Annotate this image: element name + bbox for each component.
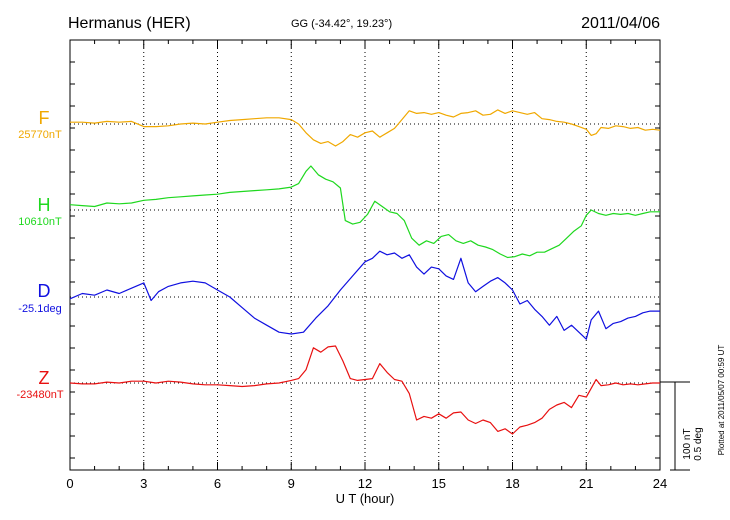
series-line-z <box>69 345 660 435</box>
x-tick-label: 18 <box>505 476 519 491</box>
plot-date: 2011/04/06 <box>581 15 660 32</box>
station-title: Hermanus (HER) <box>68 15 191 32</box>
grid-lines <box>70 40 660 470</box>
series-baseline-f: 25770nT <box>18 129 62 141</box>
x-tick-label: 24 <box>653 476 667 491</box>
x-axis-title: U T (hour) <box>336 491 395 506</box>
x-tick-label: 12 <box>358 476 372 491</box>
plotted-timestamp: Plotted at 2011/05/07 00:59 UT <box>717 345 726 456</box>
series-lines <box>69 109 661 435</box>
series-baseline-h: 10610nT <box>18 216 62 228</box>
series-line-f <box>70 109 661 147</box>
series-line-h <box>69 165 660 259</box>
x-tick-label: 0 <box>66 476 73 491</box>
series-baseline-z: -23480nT <box>16 389 63 401</box>
series-name-z: Z <box>39 368 50 388</box>
axis-ticks: 0 3 6 9 12 15 18 21 24 <box>66 39 667 491</box>
series-line-d <box>69 250 660 340</box>
series-name-d: D <box>38 281 51 301</box>
station-coords: GG (-34.42°, 19.23°) <box>291 18 392 30</box>
scale-bar-nt-label: 100 nT <box>682 428 693 459</box>
x-tick-label: 3 <box>140 476 147 491</box>
series-name-h: H <box>38 195 51 215</box>
x-tick-label: 9 <box>288 476 295 491</box>
series-name-f: F <box>39 108 50 128</box>
x-tick-label: 15 <box>432 476 446 491</box>
x-tick-label: 6 <box>214 476 221 491</box>
series-baseline-d: -25.1deg <box>18 303 61 315</box>
scale-bar-deg-label: 0.5 deg <box>693 427 704 460</box>
x-tick-label: 21 <box>579 476 593 491</box>
scale-bar <box>660 381 690 471</box>
